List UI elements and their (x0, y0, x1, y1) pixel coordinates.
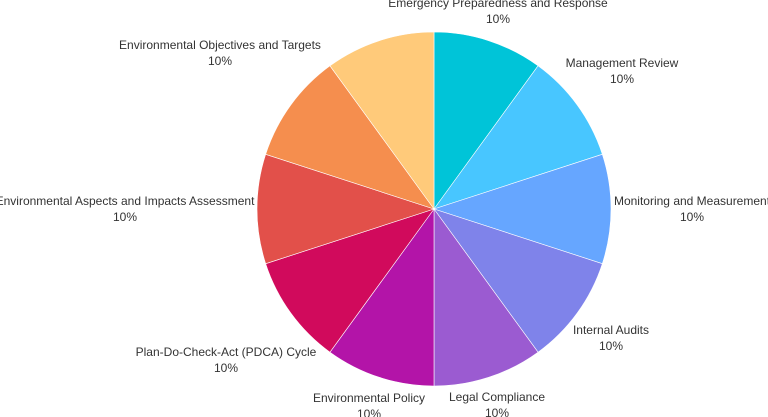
slice-percent-label: 10% (485, 406, 509, 417)
slice-percent-label: 10% (610, 72, 634, 86)
slice-percent-label: 10% (486, 12, 510, 26)
pie-slice-4 (433, 208, 603, 353)
slice-percent-label: 10% (599, 339, 623, 353)
slice-category-label: Internal Audits (573, 323, 649, 337)
slice-category-label: Environmental Aspects and Impacts Assess… (0, 194, 255, 208)
slice-percent-label: 10% (680, 210, 704, 224)
pie-slice-8 (256, 153, 435, 265)
slice-category-label: Environmental Policy (313, 391, 425, 405)
pie-slice-5 (433, 208, 539, 387)
pie-slice-9 (265, 65, 435, 210)
slice-category-label: Emergency Preparedness and Response (388, 0, 608, 10)
slice-category-label: Management Review (566, 56, 679, 70)
slice-percent-label: 10% (208, 54, 232, 68)
slice-category-label: Legal Compliance (449, 390, 545, 404)
pie-slice-6 (329, 208, 435, 387)
pie-slice-10 (329, 31, 435, 210)
slice-percent-label: 10% (357, 407, 381, 417)
slice-category-label: Plan-Do-Check-Act (PDCA) Cycle (136, 345, 317, 359)
slice-percent-label: 10% (113, 210, 137, 224)
slice-category-label: Environmental Objectives and Targets (119, 38, 321, 52)
pie-slice-2 (433, 65, 603, 210)
pie-slice-3 (433, 153, 612, 265)
pie-slice-7 (265, 208, 435, 353)
slice-percent-label: 10% (214, 361, 238, 375)
slice-category-label: Monitoring and Measurement (614, 194, 768, 208)
pie-slice-1 (433, 31, 539, 210)
pie-slices (256, 31, 612, 387)
